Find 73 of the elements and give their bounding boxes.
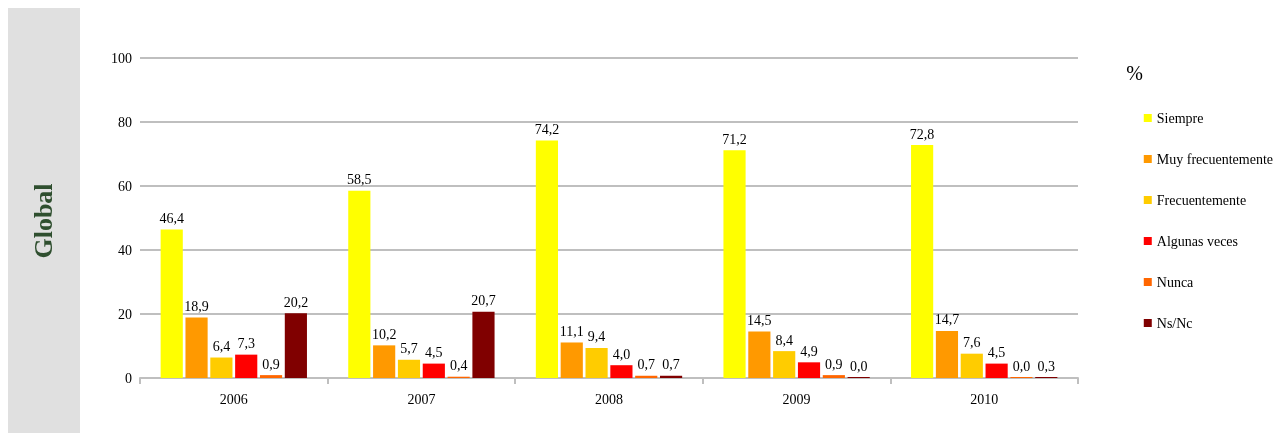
legend-label: Frecuentemente bbox=[1156, 192, 1247, 208]
side-panel: Global bbox=[8, 8, 80, 433]
data-label: 6,4 bbox=[212, 339, 231, 355]
data-label: 0,7 bbox=[637, 357, 655, 373]
bar bbox=[259, 375, 283, 378]
data-label: 58,5 bbox=[347, 172, 372, 188]
bar bbox=[160, 229, 183, 378]
bar bbox=[535, 140, 559, 378]
legend-label: Nunca bbox=[1156, 274, 1195, 290]
data-label: 0,9 bbox=[262, 356, 280, 372]
data-label: 0,4 bbox=[449, 358, 468, 374]
data-label: 4,5 bbox=[425, 345, 443, 361]
legend-label: Siempre bbox=[1156, 110, 1204, 126]
bar bbox=[748, 331, 771, 378]
y-tick-label: 0 bbox=[125, 370, 132, 386]
y-tick-label: 80 bbox=[118, 114, 132, 130]
x-tick-label: 2009 bbox=[782, 391, 811, 407]
bar bbox=[610, 365, 633, 378]
data-label: 0,0 bbox=[849, 358, 868, 374]
bar bbox=[373, 345, 396, 378]
data-label: 20,2 bbox=[283, 294, 309, 310]
bar bbox=[397, 359, 421, 378]
legend-label: Muy frecuentemente bbox=[1156, 151, 1274, 167]
data-label: 4,5 bbox=[987, 345, 1006, 361]
bar bbox=[822, 375, 845, 378]
bar bbox=[560, 342, 583, 378]
data-label: 0,3 bbox=[1037, 358, 1056, 374]
bar bbox=[235, 354, 258, 378]
bar bbox=[960, 353, 983, 378]
x-tick-label: 2008 bbox=[595, 391, 623, 407]
data-label: 14,7 bbox=[934, 312, 960, 328]
x-tick-label: 2010 bbox=[970, 391, 999, 407]
y-tick-label: 40 bbox=[118, 242, 132, 258]
data-label: 8,4 bbox=[775, 332, 793, 348]
data-label: 74,2 bbox=[534, 122, 560, 138]
data-label: 4,0 bbox=[612, 346, 631, 362]
bar bbox=[911, 145, 934, 378]
data-label: 46,4 bbox=[159, 211, 184, 227]
data-label: 0,9 bbox=[825, 356, 843, 372]
bar bbox=[935, 330, 959, 378]
data-label: 20,7 bbox=[471, 293, 496, 309]
data-label: 5,7 bbox=[400, 341, 418, 357]
x-tick-label: 2006 bbox=[219, 391, 248, 407]
bar bbox=[985, 363, 1008, 378]
text: % bbox=[1126, 62, 1144, 84]
bar bbox=[284, 313, 307, 378]
legend-label: Algunas veces bbox=[1156, 233, 1239, 249]
data-label: 72,8 bbox=[909, 126, 935, 142]
data-label: 7,6 bbox=[963, 335, 981, 351]
data-label: 71,2 bbox=[722, 131, 747, 147]
data-label: 10,2 bbox=[371, 326, 397, 342]
data-label: 7,3 bbox=[237, 336, 255, 352]
data-label: 18,9 bbox=[184, 299, 209, 315]
y-tick-label: 20 bbox=[118, 306, 132, 322]
bar bbox=[773, 351, 796, 378]
legend-label: Ns/Nc bbox=[1156, 315, 1193, 331]
bar bbox=[472, 311, 495, 378]
bar bbox=[723, 150, 746, 378]
y-tick-label: 60 bbox=[118, 178, 132, 194]
data-label: 0,7 bbox=[662, 357, 680, 373]
bar bbox=[348, 190, 371, 378]
y-tick-label: 100 bbox=[111, 50, 132, 66]
data-label: 11,1 bbox=[559, 323, 584, 339]
bar bbox=[585, 347, 608, 378]
data-label: 9,4 bbox=[587, 329, 606, 345]
bar bbox=[185, 317, 208, 378]
data-label: 4,9 bbox=[800, 343, 818, 359]
bar bbox=[422, 363, 445, 378]
bar bbox=[797, 362, 821, 378]
bar bbox=[210, 357, 233, 378]
data-label: 0,0 bbox=[1012, 358, 1031, 374]
x-tick-label: 2007 bbox=[407, 391, 436, 407]
data-label: 14,5 bbox=[747, 313, 772, 329]
